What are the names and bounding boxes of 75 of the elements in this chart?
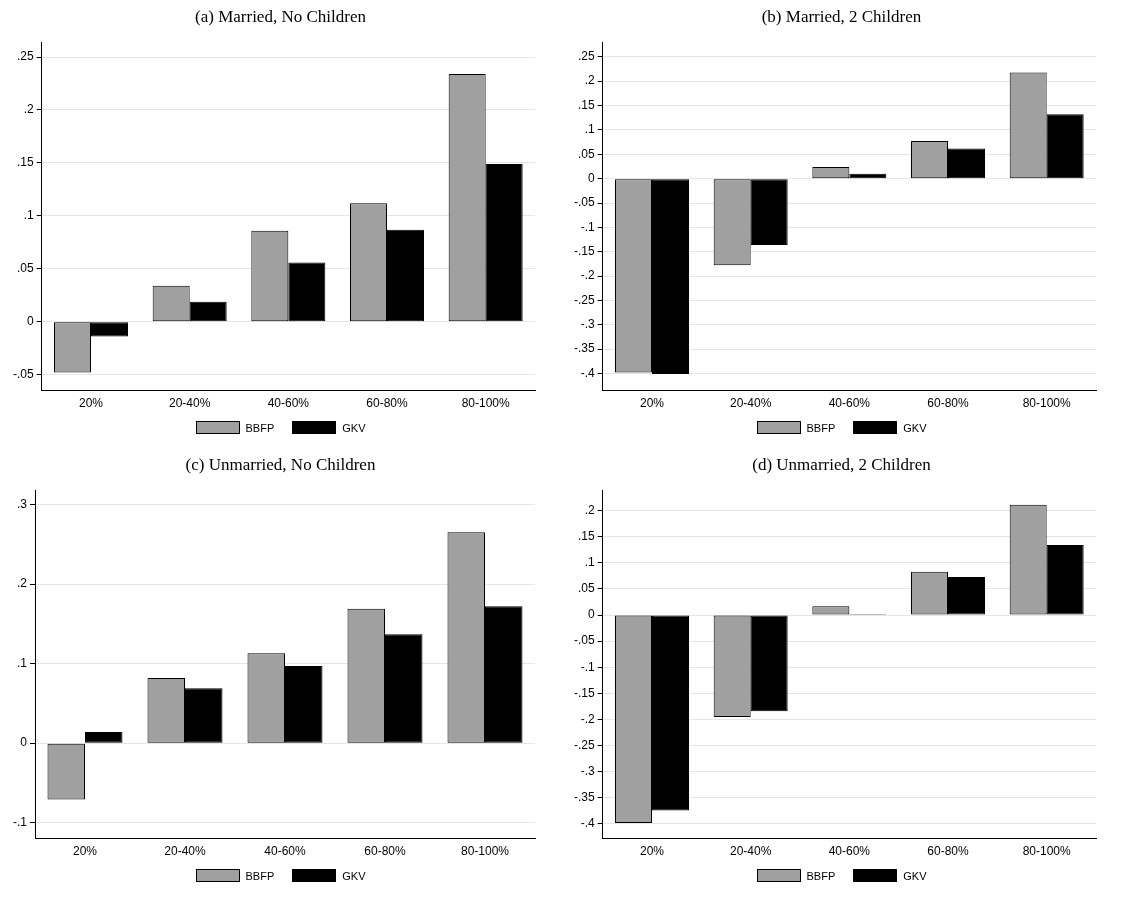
y-tick-label: -.2 — [580, 711, 595, 726]
chart-title: (b) Married, 2 Children — [760, 6, 923, 28]
y-tick-label: -.25 — [573, 737, 595, 752]
y-tick-label: .2 — [16, 576, 28, 591]
legend-label: BBFP — [806, 421, 836, 434]
x-tick-label: 40-60% — [264, 844, 307, 859]
y-tick-label: .15 — [577, 529, 595, 543]
legend-label: GKV — [903, 869, 927, 882]
x-tick-label: 20% — [639, 844, 665, 859]
bar — [652, 179, 690, 375]
y-tick-label: .2 — [584, 502, 595, 517]
y-tick-label: 0 — [587, 607, 595, 622]
y-tick-label: 0 — [20, 735, 28, 750]
y-tick-label: -.4 — [580, 816, 595, 831]
y-tick-label: 0 — [587, 170, 595, 185]
x-tick-label: 60-80% — [366, 396, 409, 411]
y-tick-label: .1 — [584, 122, 595, 137]
x-tick-label: 20-40% — [729, 844, 772, 859]
y-tick-label: -.3 — [580, 764, 595, 779]
legend-label: BBFP — [806, 869, 836, 882]
x-tick-label: 80-100% — [460, 844, 510, 859]
y-tick-label: .15 — [577, 97, 595, 112]
y-tick-label: .1 — [23, 208, 34, 223]
legend-label: BBFP — [245, 869, 275, 882]
bar — [85, 732, 123, 743]
y-tick-label: .1 — [16, 655, 28, 670]
y-tick-label: -.2 — [580, 268, 595, 283]
x-tick-label: 20% — [72, 844, 98, 859]
chart-title: (c) Unmarried, No Children — [184, 454, 377, 476]
y-tick-label: -.1 — [12, 815, 28, 829]
y-tick-label: .2 — [584, 73, 595, 88]
legend-label: GKV — [342, 869, 366, 882]
y-tick-label: -.1 — [580, 659, 595, 674]
y-tick-label: -.35 — [573, 341, 595, 356]
y-tick-label: -.15 — [573, 685, 595, 700]
x-tick-label: 20% — [639, 396, 665, 411]
x-tick-label: 20-40% — [729, 396, 772, 411]
y-tick-label: -.05 — [573, 195, 595, 210]
chart-title: (a) Married, No Children — [194, 6, 367, 28]
x-tick-label: 40-60% — [828, 844, 871, 859]
x-tick-label: 60-80% — [364, 844, 407, 859]
chart-title: (d) Unmarried, 2 Children — [751, 454, 932, 476]
x-tick-label: 80-100% — [461, 396, 511, 411]
y-tick-label: -.05 — [573, 633, 595, 648]
legend-label: GKV — [342, 421, 366, 434]
y-tick-label: -.1 — [580, 219, 595, 234]
y-tick-label: -.35 — [573, 790, 595, 805]
x-tick-label: 20-40% — [164, 844, 207, 859]
bar — [750, 179, 788, 245]
y-tick-label: -.15 — [573, 244, 595, 259]
y-tick-label: .05 — [16, 261, 34, 276]
x-tick-label: 40-60% — [267, 396, 310, 411]
y-tick-label: .2 — [23, 102, 34, 117]
x-tick-label: 80-100% — [1022, 844, 1072, 859]
y-tick-label: -.25 — [573, 292, 595, 307]
y-tick-label: .1 — [584, 555, 595, 570]
legend-label: GKV — [903, 421, 927, 434]
x-tick-label: 40-60% — [828, 396, 871, 411]
y-tick-label: .05 — [577, 581, 595, 596]
y-tick-label: .25 — [577, 49, 595, 64]
x-tick-label: 20% — [78, 396, 104, 411]
legend-label: BBFP — [245, 421, 275, 434]
bar — [1046, 545, 1084, 615]
y-tick-label: .05 — [577, 146, 595, 161]
y-tick-label: 0 — [26, 314, 34, 329]
y-tick-label: -.3 — [580, 317, 595, 332]
x-tick-label: 60-80% — [927, 396, 970, 411]
x-tick-label: 80-100% — [1022, 396, 1072, 411]
y-tick-label: -.05 — [12, 367, 34, 382]
y-tick-label: .25 — [16, 49, 34, 64]
x-tick-label: 60-80% — [927, 844, 970, 859]
y-tick-label: .15 — [16, 155, 34, 170]
x-tick-label: 20-40% — [168, 396, 211, 411]
y-tick-label: .3 — [16, 496, 28, 511]
y-tick-label: -.4 — [580, 365, 595, 380]
